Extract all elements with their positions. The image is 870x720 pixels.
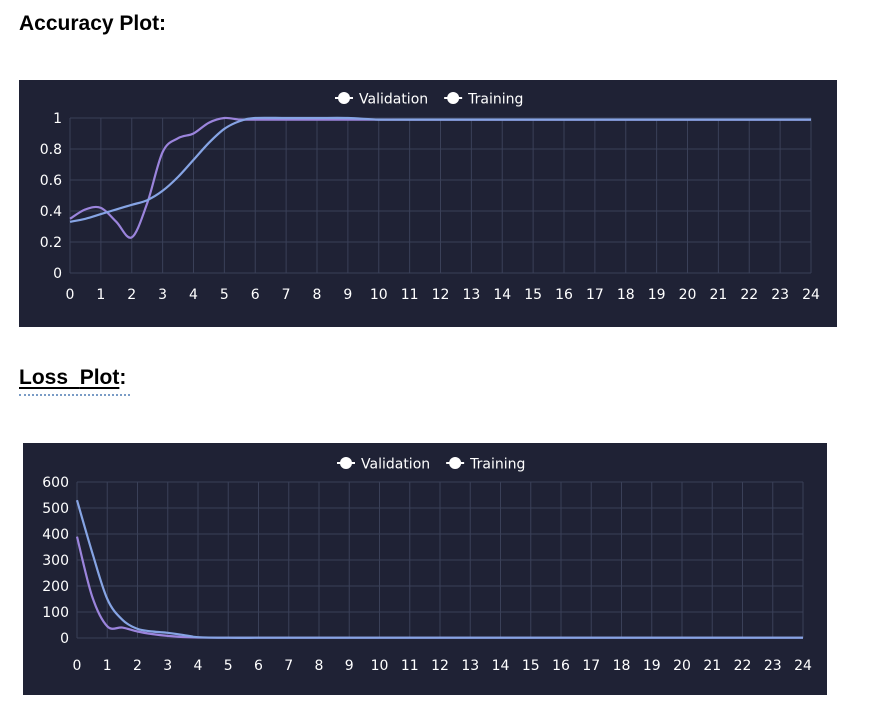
loss-x-tick-label-7: 7 xyxy=(284,658,293,674)
accuracy-x-tick-label-24: 24 xyxy=(802,287,820,303)
spellcheck-underline xyxy=(19,391,130,396)
accuracy-x-tick-label-18: 18 xyxy=(617,287,635,303)
loss-legend-marker-training xyxy=(449,457,462,469)
loss-heading-word-loss: Loss xyxy=(19,366,69,389)
loss-y-tick-label-100: 100 xyxy=(42,605,69,621)
loss-x-tick-label-15: 15 xyxy=(522,658,540,674)
accuracy-x-tick-label-14: 14 xyxy=(493,287,511,303)
loss-x-tick-label-4: 4 xyxy=(194,658,203,674)
accuracy-y-tick-label-0.2: 0.2 xyxy=(40,235,62,251)
accuracy-y-tick-label-0.8: 0.8 xyxy=(40,142,62,158)
accuracy-x-tick-label-11: 11 xyxy=(401,287,419,303)
accuracy-x-tick-label-4: 4 xyxy=(189,287,198,303)
loss-heading-word-plot: Plot xyxy=(79,366,120,389)
accuracy-legend-marker-training xyxy=(447,92,460,104)
loss-plot-heading: Loss Plot: xyxy=(19,366,126,390)
accuracy-panel-background xyxy=(19,80,837,327)
loss-x-tick-label-10: 10 xyxy=(371,658,389,674)
loss-x-tick-label-22: 22 xyxy=(734,658,752,674)
loss-x-tick-label-20: 20 xyxy=(673,658,691,674)
loss-x-tick-label-17: 17 xyxy=(582,658,600,674)
accuracy-legend-marker-validation xyxy=(338,92,350,104)
accuracy-x-tick-label-1: 1 xyxy=(96,287,105,303)
loss-legend-label-validation: Validation xyxy=(361,457,430,473)
loss-y-tick-label-500: 500 xyxy=(42,501,69,517)
accuracy-chart: 0 1 2 3 4 5 6 7 8 9 10 11 12 13 14 15 16 17 18 19 20 21 22 23 24… xyxy=(19,80,837,327)
accuracy-x-tick-label-3: 3 xyxy=(158,287,167,303)
accuracy-x-tick-label-23: 23 xyxy=(771,287,789,303)
loss-y-tick-label-400: 400 xyxy=(42,527,69,543)
accuracy-grid xyxy=(69,117,812,274)
loss-x-tick-label-1: 1 xyxy=(103,658,112,674)
accuracy-x-tick-label-20: 20 xyxy=(679,287,697,303)
accuracy-x-tick-label-15: 15 xyxy=(524,287,542,303)
loss-y-tick-label-0: 0 xyxy=(60,631,69,647)
loss-legend-item-training[interactable]: Training xyxy=(446,457,525,473)
accuracy-legend-item-validation[interactable]: Validation xyxy=(335,92,428,108)
loss-legend-marker-validation xyxy=(340,457,352,469)
loss-series-line-training xyxy=(75,499,803,639)
accuracy-x-tick-label-10: 10 xyxy=(370,287,388,303)
loss-x-tick-label-3: 3 xyxy=(163,658,172,674)
loss-x-tick-label-16: 16 xyxy=(552,658,570,674)
loss-x-tick-label-13: 13 xyxy=(461,658,479,674)
accuracy-plot-heading: Accuracy Plot: xyxy=(19,12,167,35)
accuracy-x-tick-label-9: 9 xyxy=(343,287,352,303)
loss-y-tick-label-200: 200 xyxy=(42,579,69,595)
loss-heading-colon: : xyxy=(119,366,127,389)
accuracy-x-tick-label-7: 7 xyxy=(282,287,291,303)
loss-x-tick-label-14: 14 xyxy=(492,658,510,674)
loss-x-tick-label-0: 0 xyxy=(73,658,82,674)
accuracy-x-tick-label-19: 19 xyxy=(648,287,666,303)
loss-x-tick-label-24: 24 xyxy=(794,658,812,674)
loss-x-tick-label-5: 5 xyxy=(224,658,233,674)
loss-panel-background xyxy=(23,443,827,695)
accuracy-x-tick-label-22: 22 xyxy=(740,287,758,303)
accuracy-x-tick-label-17: 17 xyxy=(586,287,604,303)
accuracy-y-tick-label-0.6: 0.6 xyxy=(40,173,62,189)
accuracy-y-tick-label-1: 1 xyxy=(53,111,62,127)
loss-x-tick-label-2: 2 xyxy=(133,658,142,674)
accuracy-y-tick-label-0: 0 xyxy=(53,266,62,282)
accuracy-x-tick-label-16: 16 xyxy=(555,287,573,303)
loss-x-tick-label-9: 9 xyxy=(345,658,354,674)
loss-x-tick-label-11: 11 xyxy=(401,658,419,674)
loss-y-tick-label-600: 600 xyxy=(42,475,69,491)
accuracy-x-tick-label-21: 21 xyxy=(709,287,727,303)
loss-x-tick-label-6: 6 xyxy=(254,658,263,674)
loss-x-tick-label-19: 19 xyxy=(643,658,661,674)
accuracy-x-tick-label-6: 6 xyxy=(251,287,260,303)
loss-x-tick-label-8: 8 xyxy=(315,658,324,674)
accuracy-legend-label-training: Training xyxy=(467,92,523,108)
loss-legend-label-training: Training xyxy=(469,457,525,473)
accuracy-x-tick-label-13: 13 xyxy=(462,287,480,303)
loss-x-tick-label-18: 18 xyxy=(613,658,631,674)
loss-y-tick-label-300: 300 xyxy=(42,553,69,569)
loss-legend-item-validation[interactable]: Validation xyxy=(337,457,430,473)
loss-x-tick-label-12: 12 xyxy=(431,658,449,674)
loss-x-tick-label-23: 23 xyxy=(764,658,782,674)
loss-chart: 0 1 2 3 4 5 6 7 8 9 10 11 12 13 14 15 16 17 18 19 20 21 22 23 24… xyxy=(23,443,827,695)
accuracy-x-tick-label-5: 5 xyxy=(220,287,229,303)
accuracy-y-tick-label-0.4: 0.4 xyxy=(40,204,62,220)
accuracy-x-tick-label-2: 2 xyxy=(127,287,136,303)
accuracy-x-tick-label-12: 12 xyxy=(432,287,450,303)
accuracy-x-tick-label-0: 0 xyxy=(66,287,75,303)
loss-x-tick-label-21: 21 xyxy=(703,658,721,674)
accuracy-legend-label-validation: Validation xyxy=(359,92,428,108)
accuracy-x-tick-label-8: 8 xyxy=(313,287,322,303)
accuracy-legend-item-training[interactable]: Training xyxy=(444,92,523,108)
accuracy-series-line-training xyxy=(69,116,811,223)
